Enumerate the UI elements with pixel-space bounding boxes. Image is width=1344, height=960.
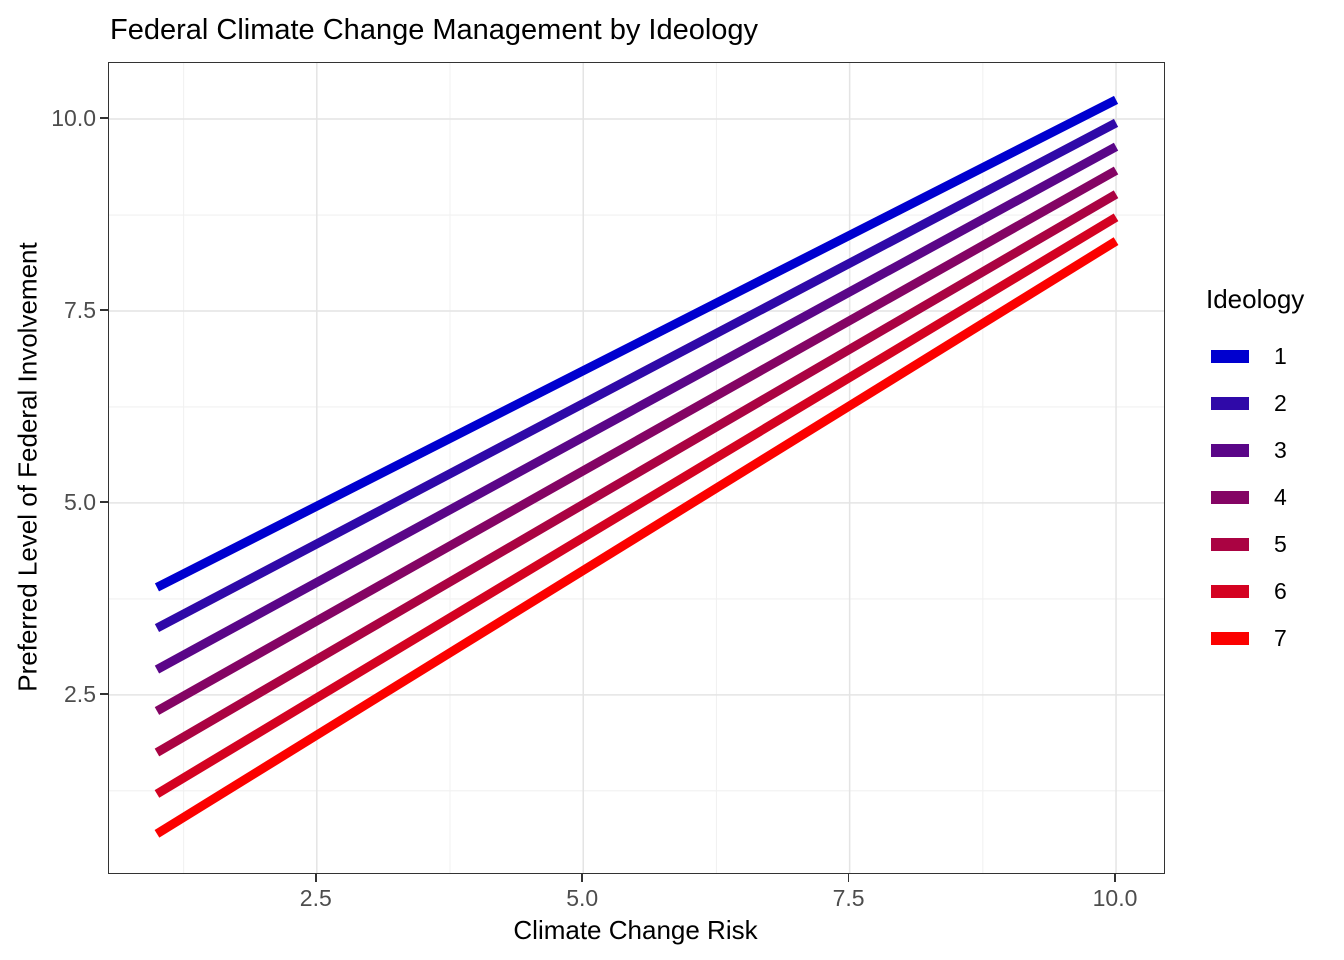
x-tick-mark xyxy=(581,873,583,882)
legend-entry-5: 5 xyxy=(1206,521,1336,568)
legend: Ideology 1 2 3 4 5 6 7 xyxy=(1206,284,1336,662)
y-tick-label: 10.0 xyxy=(51,105,96,132)
legend-entries: 1 2 3 4 5 6 7 xyxy=(1206,333,1336,662)
plot-canvas xyxy=(109,63,1164,873)
legend-swatch-icon xyxy=(1211,491,1249,504)
y-tick-mark xyxy=(100,693,108,695)
x-tick-mark xyxy=(1114,873,1116,882)
y-tick-mark xyxy=(100,117,108,119)
y-tick-label: 2.5 xyxy=(64,680,96,707)
legend-swatch-icon xyxy=(1211,632,1249,645)
legend-label: 4 xyxy=(1274,484,1287,510)
x-tick-label: 2.5 xyxy=(299,885,332,911)
plot-panel xyxy=(108,62,1165,874)
y-tick-mark xyxy=(100,501,108,503)
y-tick-label: 5.0 xyxy=(64,488,96,515)
series-line-7 xyxy=(154,237,1119,838)
x-tick-mark xyxy=(847,873,850,882)
legend-entry-3: 3 xyxy=(1206,427,1336,474)
y-tick-label: 7.5 xyxy=(64,296,96,323)
legend-entry-6: 6 xyxy=(1206,568,1336,615)
chart-title: Federal Climate Change Management by Ide… xyxy=(110,14,759,46)
legend-label: 2 xyxy=(1274,390,1287,416)
legend-swatch-icon xyxy=(1211,444,1249,457)
series-line-2 xyxy=(154,118,1119,633)
y-axis-title: Preferred Level of Federal Involvement xyxy=(12,242,43,692)
legend-swatch-icon xyxy=(1211,538,1249,551)
x-tick-label: 5.0 xyxy=(566,885,599,911)
legend-swatch-icon xyxy=(1211,397,1249,410)
legend-entry-2: 2 xyxy=(1206,380,1336,427)
x-axis-title: Climate Change Risk xyxy=(513,915,758,945)
legend-swatch-icon xyxy=(1211,350,1249,363)
legend-title: Ideology xyxy=(1206,284,1305,314)
legend-label: 5 xyxy=(1274,531,1287,557)
x-tick-mark xyxy=(315,873,317,882)
x-tick-label: 10.0 xyxy=(1092,885,1138,911)
series-line-3 xyxy=(154,142,1119,674)
legend-entry-4: 4 xyxy=(1206,474,1336,521)
legend-entry-7: 7 xyxy=(1206,615,1336,662)
legend-label: 1 xyxy=(1274,343,1287,369)
x-tick-label: 7.5 xyxy=(832,885,865,911)
series-line-6 xyxy=(154,213,1119,798)
legend-swatch-icon xyxy=(1211,585,1249,598)
legend-entry-1: 1 xyxy=(1206,333,1336,380)
series-line-5 xyxy=(154,190,1119,757)
y-tick-mark xyxy=(100,309,108,311)
legend-label: 7 xyxy=(1274,625,1287,651)
legend-label: 3 xyxy=(1274,437,1287,463)
series-line-1 xyxy=(154,95,1119,592)
legend-label: 6 xyxy=(1274,578,1287,604)
series-line-4 xyxy=(154,166,1119,715)
